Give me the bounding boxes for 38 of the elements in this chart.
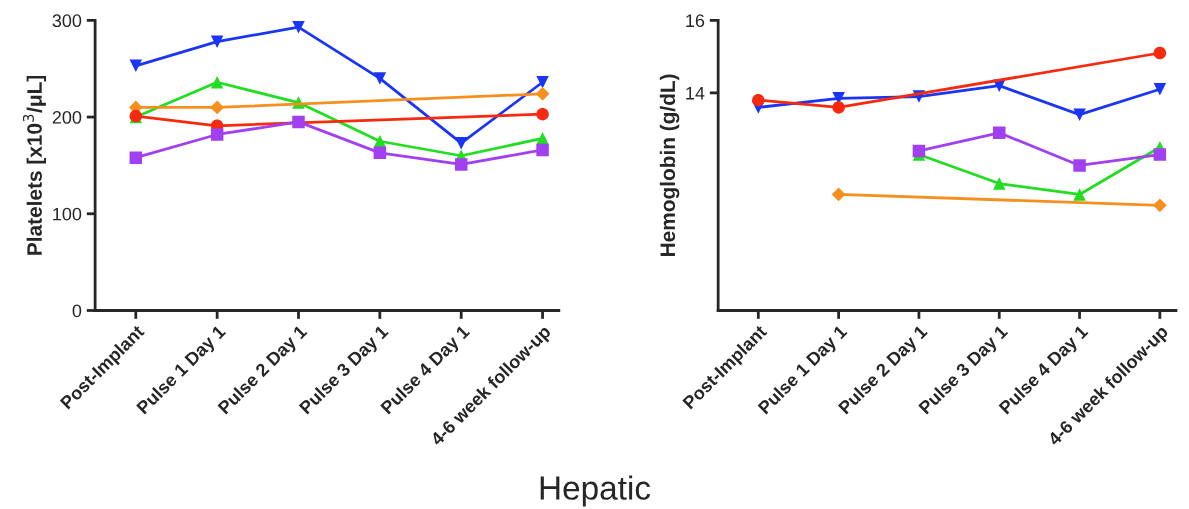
point — [992, 126, 1006, 140]
point — [1073, 159, 1086, 172]
point — [536, 143, 549, 157]
point — [1153, 148, 1167, 161]
point — [1153, 83, 1167, 96]
y-tick-label: 200 — [52, 111, 82, 124]
point — [832, 101, 845, 114]
point — [373, 72, 387, 85]
text: Hepatic — [540, 475, 651, 507]
y-tick-label: 300 — [52, 14, 82, 28]
point — [535, 86, 550, 101]
point — [1073, 188, 1086, 201]
y-axis-title: Platelets [x10$^{3}$/μL] — [22, 75, 47, 255]
point — [129, 151, 143, 164]
point — [831, 187, 846, 202]
point — [1152, 198, 1167, 213]
point — [210, 76, 224, 89]
point — [292, 115, 305, 129]
point — [1073, 108, 1086, 121]
point — [210, 100, 225, 115]
point — [129, 59, 143, 73]
y-tick-label: 100 — [53, 207, 82, 221]
point — [752, 93, 765, 107]
point — [536, 107, 549, 121]
y-tick-label: 0 — [72, 304, 82, 318]
point — [292, 20, 305, 34]
point — [373, 146, 387, 160]
point — [210, 35, 224, 48]
point — [536, 76, 549, 89]
point — [992, 177, 1006, 190]
point — [912, 144, 926, 158]
point — [210, 128, 224, 141]
point — [454, 136, 468, 150]
point — [1153, 46, 1167, 60]
y-tick-label: 16 — [686, 14, 705, 28]
y-tick-label: 14 — [686, 87, 705, 100]
point — [454, 158, 468, 171]
y-axis-title: Hemoglobin (g/dL) — [659, 74, 680, 257]
